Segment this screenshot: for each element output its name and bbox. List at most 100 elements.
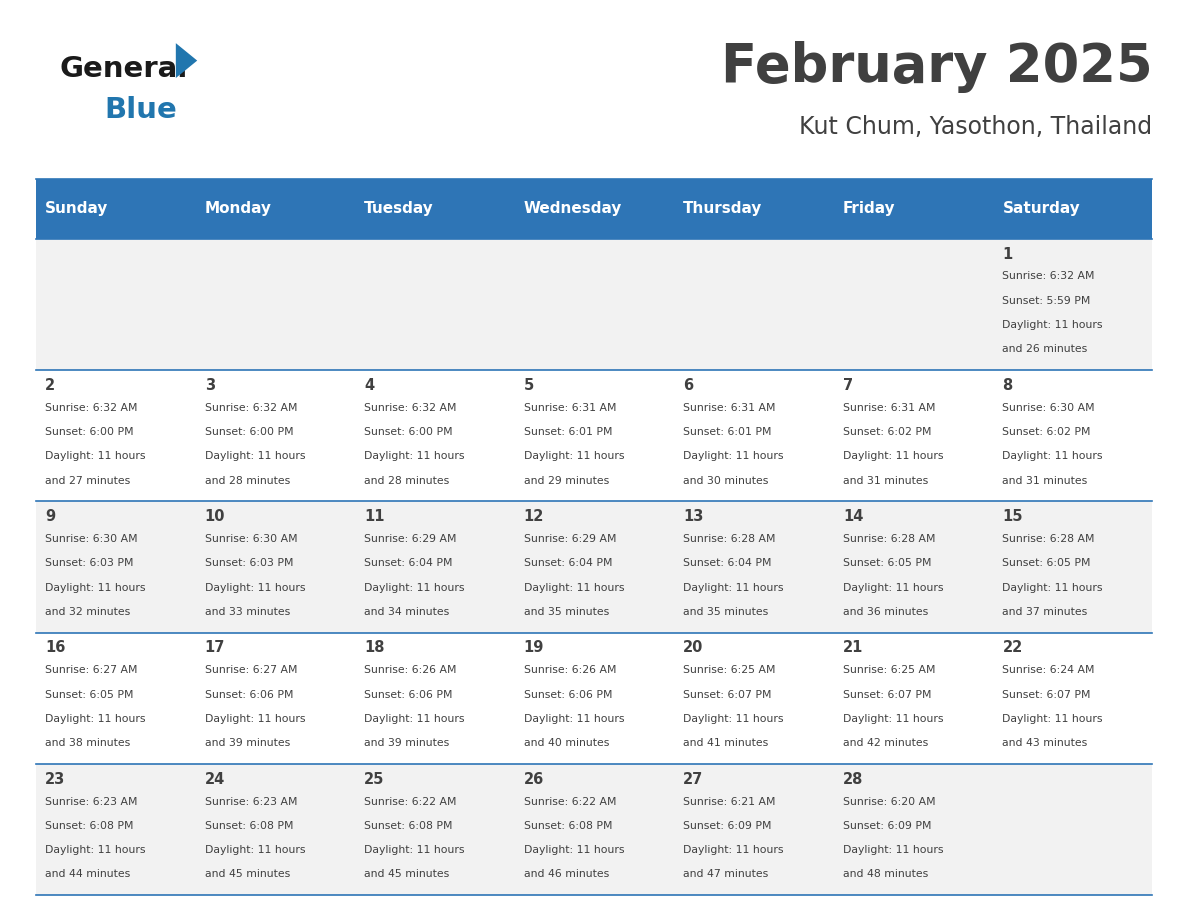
Bar	[993, 370, 1152, 501]
Text: and 28 minutes: and 28 minutes	[365, 476, 449, 486]
Text: Sunrise: 6:26 AM: Sunrise: 6:26 AM	[524, 666, 617, 676]
Bar	[833, 179, 993, 239]
Text: Daylight: 11 hours: Daylight: 11 hours	[842, 845, 943, 856]
Text: Daylight: 11 hours: Daylight: 11 hours	[1003, 320, 1102, 330]
Text: 17: 17	[204, 641, 225, 655]
Text: Sunday: Sunday	[45, 201, 108, 217]
Text: Tuesday: Tuesday	[365, 201, 434, 217]
Text: Daylight: 11 hours: Daylight: 11 hours	[842, 714, 943, 724]
Text: Sunset: 6:07 PM: Sunset: 6:07 PM	[683, 689, 772, 700]
Text: Sunrise: 6:27 AM: Sunrise: 6:27 AM	[204, 666, 297, 676]
Text: Daylight: 11 hours: Daylight: 11 hours	[365, 845, 465, 856]
Text: Sunset: 6:06 PM: Sunset: 6:06 PM	[204, 689, 293, 700]
Text: Monday: Monday	[204, 201, 272, 217]
Text: Wednesday: Wednesday	[524, 201, 623, 217]
Text: and 48 minutes: and 48 minutes	[842, 869, 928, 879]
Text: 24: 24	[204, 772, 225, 787]
Text: Daylight: 11 hours: Daylight: 11 hours	[683, 714, 784, 724]
Text: Sunset: 6:03 PM: Sunset: 6:03 PM	[204, 558, 293, 568]
Text: Thursday: Thursday	[683, 201, 763, 217]
Text: Sunrise: 6:22 AM: Sunrise: 6:22 AM	[365, 797, 456, 807]
Text: Sunrise: 6:28 AM: Sunrise: 6:28 AM	[842, 534, 935, 544]
Bar	[514, 501, 674, 633]
Text: Kut Chum, Yasothon, Thailand: Kut Chum, Yasothon, Thailand	[800, 115, 1152, 139]
Text: Sunset: 6:00 PM: Sunset: 6:00 PM	[365, 427, 453, 437]
Bar	[355, 370, 514, 501]
Text: Sunset: 6:02 PM: Sunset: 6:02 PM	[1003, 427, 1091, 437]
Bar	[36, 239, 195, 370]
Bar	[514, 370, 674, 501]
Text: 12: 12	[524, 509, 544, 524]
Bar	[833, 764, 993, 895]
Text: Sunset: 6:07 PM: Sunset: 6:07 PM	[1003, 689, 1091, 700]
Text: Sunset: 6:03 PM: Sunset: 6:03 PM	[45, 558, 134, 568]
Text: and 43 minutes: and 43 minutes	[1003, 738, 1088, 748]
Text: 9: 9	[45, 509, 56, 524]
Bar	[355, 764, 514, 895]
Text: 26: 26	[524, 772, 544, 787]
Bar	[36, 633, 195, 764]
Text: Sunset: 6:05 PM: Sunset: 6:05 PM	[842, 558, 931, 568]
Bar	[355, 501, 514, 633]
Text: and 31 minutes: and 31 minutes	[1003, 476, 1088, 486]
Text: and 46 minutes: and 46 minutes	[524, 869, 609, 879]
Text: Friday: Friday	[842, 201, 896, 217]
Text: Daylight: 11 hours: Daylight: 11 hours	[683, 452, 784, 462]
Text: 21: 21	[842, 641, 864, 655]
Text: February 2025: February 2025	[721, 41, 1152, 94]
Text: 15: 15	[1003, 509, 1023, 524]
Text: 16: 16	[45, 641, 65, 655]
Text: Sunrise: 6:25 AM: Sunrise: 6:25 AM	[842, 666, 935, 676]
Text: Daylight: 11 hours: Daylight: 11 hours	[524, 452, 625, 462]
Text: and 34 minutes: and 34 minutes	[365, 607, 449, 617]
Text: Daylight: 11 hours: Daylight: 11 hours	[683, 583, 784, 593]
Text: Sunset: 6:04 PM: Sunset: 6:04 PM	[683, 558, 772, 568]
Bar	[514, 239, 674, 370]
Text: Sunrise: 6:31 AM: Sunrise: 6:31 AM	[683, 403, 776, 413]
Text: 27: 27	[683, 772, 703, 787]
Text: 3: 3	[204, 378, 215, 393]
Text: and 27 minutes: and 27 minutes	[45, 476, 131, 486]
Text: Sunset: 6:06 PM: Sunset: 6:06 PM	[524, 689, 612, 700]
Text: Daylight: 11 hours: Daylight: 11 hours	[365, 714, 465, 724]
Text: Sunrise: 6:26 AM: Sunrise: 6:26 AM	[365, 666, 456, 676]
Text: Daylight: 11 hours: Daylight: 11 hours	[45, 845, 146, 856]
Bar	[514, 633, 674, 764]
Text: Daylight: 11 hours: Daylight: 11 hours	[45, 452, 146, 462]
Bar	[195, 239, 355, 370]
Text: Sunrise: 6:31 AM: Sunrise: 6:31 AM	[524, 403, 617, 413]
Bar	[36, 501, 195, 633]
Text: 22: 22	[1003, 641, 1023, 655]
Text: Saturday: Saturday	[1003, 201, 1080, 217]
Bar	[36, 179, 195, 239]
Text: 6: 6	[683, 378, 694, 393]
Polygon shape	[176, 43, 197, 78]
Bar	[355, 179, 514, 239]
Text: and 44 minutes: and 44 minutes	[45, 869, 131, 879]
Text: Daylight: 11 hours: Daylight: 11 hours	[45, 714, 146, 724]
Text: Sunrise: 6:23 AM: Sunrise: 6:23 AM	[45, 797, 138, 807]
Text: Daylight: 11 hours: Daylight: 11 hours	[45, 583, 146, 593]
Bar	[833, 501, 993, 633]
Text: and 30 minutes: and 30 minutes	[683, 476, 769, 486]
Bar	[674, 633, 833, 764]
Text: Sunrise: 6:22 AM: Sunrise: 6:22 AM	[524, 797, 617, 807]
Text: Sunrise: 6:30 AM: Sunrise: 6:30 AM	[204, 534, 297, 544]
Bar	[833, 370, 993, 501]
Text: and 42 minutes: and 42 minutes	[842, 738, 928, 748]
Text: Daylight: 11 hours: Daylight: 11 hours	[204, 714, 305, 724]
Bar	[833, 633, 993, 764]
Text: Sunset: 6:06 PM: Sunset: 6:06 PM	[365, 689, 453, 700]
Text: 19: 19	[524, 641, 544, 655]
Text: Sunset: 6:05 PM: Sunset: 6:05 PM	[1003, 558, 1091, 568]
Text: and 29 minutes: and 29 minutes	[524, 476, 609, 486]
Text: and 45 minutes: and 45 minutes	[204, 869, 290, 879]
Text: Daylight: 11 hours: Daylight: 11 hours	[365, 583, 465, 593]
Bar	[993, 179, 1152, 239]
Bar	[195, 370, 355, 501]
Bar	[993, 501, 1152, 633]
Text: Sunset: 6:00 PM: Sunset: 6:00 PM	[45, 427, 134, 437]
Bar	[674, 764, 833, 895]
Text: 25: 25	[365, 772, 385, 787]
Bar	[195, 179, 355, 239]
